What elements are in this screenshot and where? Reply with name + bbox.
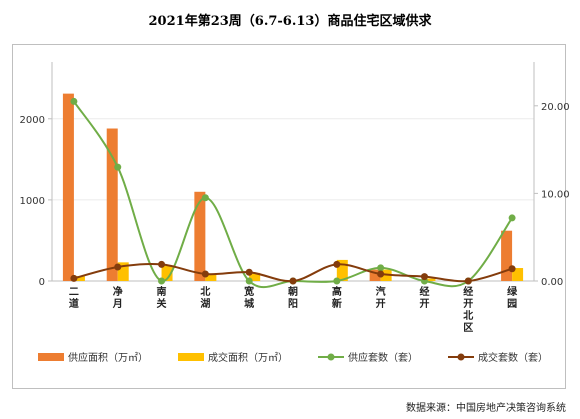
- bar: [512, 268, 524, 281]
- bar: [62, 93, 74, 281]
- line-point: [420, 273, 428, 281]
- x-tick-label: 二道: [69, 286, 79, 310]
- line-point: [333, 277, 341, 285]
- line-point: [508, 265, 516, 273]
- x-tick-label: 宽城: [243, 285, 254, 310]
- bar: [501, 230, 513, 281]
- chart-title: 2021年第23周（6.7-6.13）商品住宅区域供求: [148, 14, 432, 29]
- line-point: [114, 263, 122, 271]
- bar: [106, 128, 118, 281]
- x-tick-label: 汽开: [376, 285, 386, 310]
- y-left-tick-label: 2000: [20, 115, 45, 126]
- bar: [194, 191, 206, 281]
- bar: [205, 274, 217, 281]
- legend-label: 供应面积（万㎡）: [68, 351, 148, 364]
- line-point: [201, 270, 209, 278]
- chart-frame: [12, 44, 566, 389]
- series-line: [73, 100, 513, 289]
- y-right-tick-label: 0.00: [541, 277, 563, 288]
- y-left-tick-label: 0: [39, 277, 45, 288]
- legend-label: 成交面积（万㎡）: [208, 351, 288, 364]
- legend-label: 供应套数（套）: [348, 351, 418, 364]
- line-point: [201, 194, 209, 202]
- legend-swatch: [457, 353, 465, 361]
- legend-label: 成交套数（套）: [478, 351, 548, 364]
- legend-swatch: [178, 353, 204, 361]
- data-source: 数据来源：中国房地产决策咨询系统: [406, 403, 566, 414]
- bar: [73, 276, 85, 281]
- legend-swatch: [38, 353, 64, 361]
- line-point: [289, 277, 297, 285]
- line-point: [377, 264, 385, 272]
- x-tick-label: 高新: [332, 285, 342, 310]
- x-tick-label: 南关: [157, 285, 167, 310]
- x-tick-label: 经开: [419, 285, 429, 310]
- line-point: [333, 260, 341, 268]
- line-point: [158, 277, 166, 285]
- line-point: [377, 270, 385, 278]
- x-tick-label: 经开北区: [463, 285, 473, 334]
- y-right-tick-label: 20.00: [541, 102, 570, 113]
- line-point: [508, 214, 516, 222]
- y-left-tick-label: 1000: [20, 196, 45, 207]
- line-point: [245, 277, 253, 285]
- bar: [336, 259, 348, 281]
- line-point: [114, 163, 122, 171]
- line-point: [245, 268, 253, 276]
- x-tick-label: 北湖: [200, 285, 210, 310]
- line-point: [70, 97, 78, 105]
- x-tick-label: 绿园: [507, 285, 518, 310]
- x-tick-label: 朝阳: [288, 285, 298, 310]
- y-right-tick-label: 10.00: [541, 189, 570, 200]
- legend-swatch: [327, 353, 335, 361]
- bar: [424, 278, 436, 281]
- bar: [117, 262, 129, 281]
- bar: [161, 265, 173, 281]
- line-point: [70, 274, 78, 282]
- bar: [249, 272, 261, 281]
- bar: [369, 269, 381, 281]
- x-tick-label: 净月: [112, 285, 123, 310]
- line-point: [464, 277, 472, 285]
- line-point: [158, 260, 166, 268]
